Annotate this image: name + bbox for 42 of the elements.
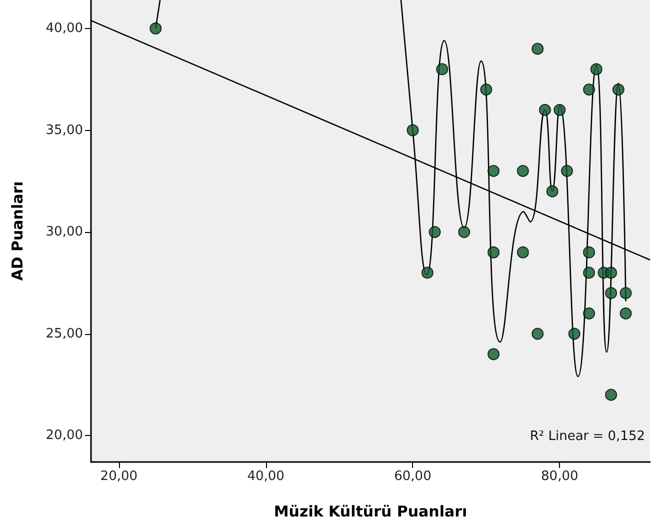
annotation: R² Linear = 0,152: [530, 429, 646, 444]
y-tick-label: 25,00: [46, 326, 83, 342]
point: [620, 307, 632, 320]
point: [428, 226, 441, 238]
x-tick-label: 80,00: [541, 469, 578, 484]
x-tick-label: 40,00: [247, 469, 284, 484]
point: [480, 84, 492, 96]
point: [583, 246, 596, 258]
point: [561, 164, 573, 177]
point: [583, 307, 596, 320]
point: [568, 328, 580, 340]
point: [406, 124, 419, 136]
point: [150, 22, 162, 34]
point: [516, 246, 529, 258]
point: [488, 246, 500, 258]
point: [488, 164, 500, 177]
y-axis-title: AD Puanları: [8, 181, 26, 281]
point: [538, 104, 551, 116]
y-tick-label: 20,00: [46, 428, 83, 444]
point: [546, 185, 558, 198]
point: [421, 266, 434, 279]
point: [583, 84, 596, 96]
point: [488, 348, 500, 360]
y-tick-label: 40,00: [46, 20, 83, 36]
x-axis-title: Müzik Kültürü Puanları: [274, 502, 468, 520]
point: [532, 328, 544, 340]
point: [532, 42, 544, 55]
point: [612, 84, 624, 96]
point: [554, 104, 566, 116]
y-tick-label: 30,00: [46, 224, 83, 240]
point: [436, 63, 448, 76]
point: [583, 266, 596, 279]
point: [605, 287, 618, 300]
point: [605, 388, 618, 401]
x-tick-label: 20,00: [100, 469, 138, 484]
point: [516, 164, 529, 177]
point: [590, 63, 602, 76]
point: [620, 287, 632, 300]
point: [605, 266, 618, 279]
y-tick-label: 35,00: [46, 122, 83, 138]
point: [458, 226, 470, 238]
x-tick-label: 60,00: [394, 469, 432, 484]
